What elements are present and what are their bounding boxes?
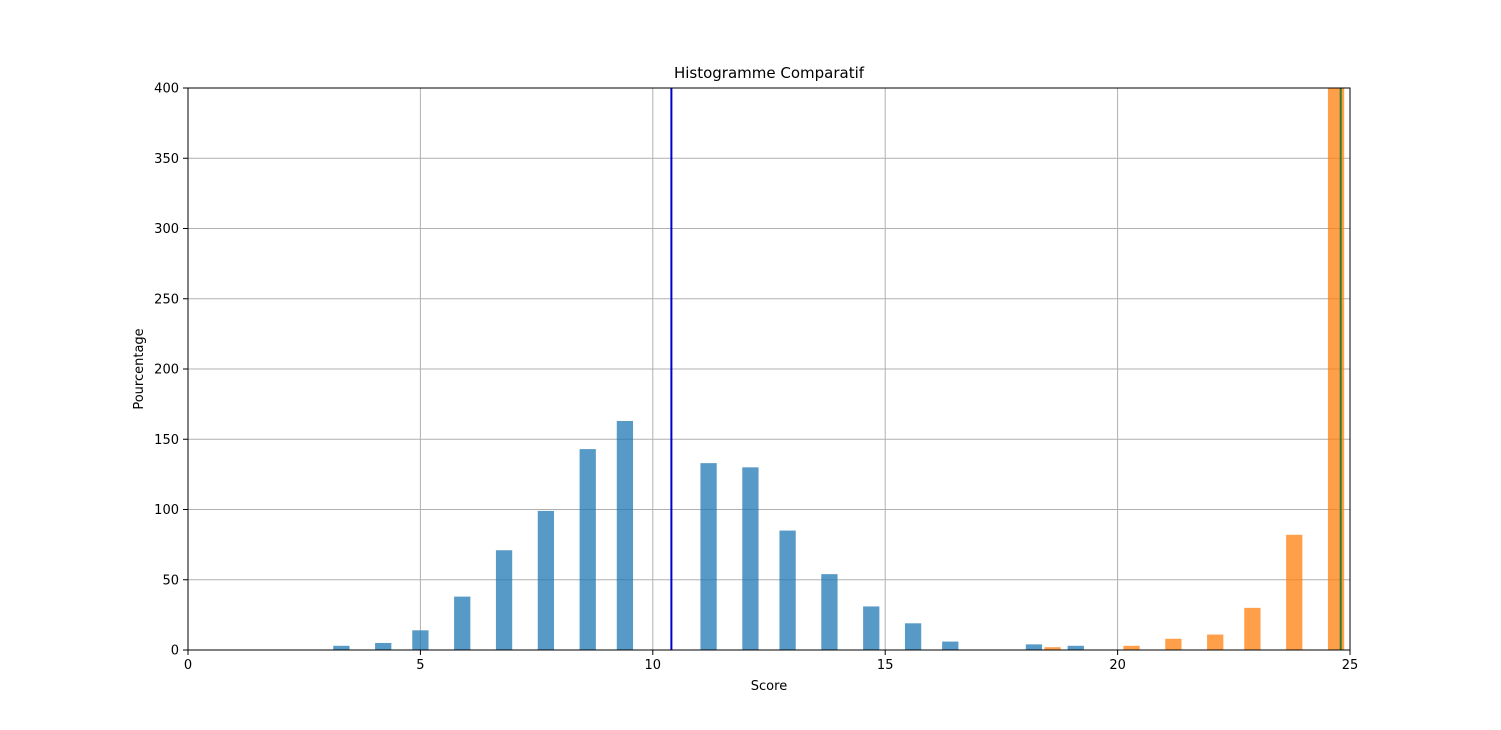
y-tick-label: 300 <box>154 222 179 237</box>
y-tick-label: 250 <box>154 292 179 307</box>
bar-series-2 <box>1327 88 1345 650</box>
bar-series-1 <box>863 606 880 650</box>
vertical-lines <box>670 88 1342 650</box>
grid-lines <box>188 88 1350 650</box>
bar-series-1 <box>616 420 634 650</box>
bar-series-1 <box>333 645 350 650</box>
y-axis-title: Pourcentage <box>132 328 147 409</box>
y-tick-label: 400 <box>154 82 179 97</box>
bar-series-1 <box>412 630 429 650</box>
x-axis-ticks: 0 5 10 15 20 25 <box>184 650 1358 673</box>
bar-series-1 <box>742 467 759 650</box>
y-tick-label: 50 <box>162 573 179 588</box>
bar-series-1 <box>779 530 796 650</box>
bar-series-2 <box>1207 634 1224 650</box>
chart-title: Histogramme Comparatif <box>674 64 865 82</box>
bar-series-1 <box>904 623 922 650</box>
bars <box>333 88 1345 650</box>
bar-series-1 <box>942 641 959 650</box>
y-tick-label: 150 <box>154 433 179 448</box>
bar-series-1 <box>454 596 471 650</box>
x-tick-label: 20 <box>1109 658 1126 673</box>
bar-series-2 <box>1044 647 1061 650</box>
x-tick-label: 25 <box>1342 658 1359 673</box>
bar-series-1 <box>375 642 392 650</box>
bar-series-2 <box>1165 638 1182 650</box>
bar-series-1 <box>821 574 838 650</box>
x-tick-label: 0 <box>184 658 192 673</box>
y-tick-label: 350 <box>154 152 179 167</box>
x-tick-label: 5 <box>416 658 424 673</box>
bar-series-2 <box>1244 607 1261 650</box>
bar-series-1 <box>700 463 717 650</box>
y-tick-label: 200 <box>154 363 179 378</box>
y-tick-label: 0 <box>171 644 179 659</box>
x-tick-label: 15 <box>877 658 894 673</box>
x-tick-label: 10 <box>645 658 662 673</box>
bar-series-1 <box>1025 644 1043 650</box>
y-axis-ticks: 0 50 100 150 200 250 300 350 400 <box>154 82 188 659</box>
bar-series-2 <box>1286 534 1303 650</box>
bar-series-2 <box>1123 645 1140 650</box>
y-tick-label: 100 <box>154 503 179 518</box>
bar-series-1 <box>495 550 513 650</box>
x-axis-title: Score <box>751 679 787 694</box>
bar-series-1 <box>579 449 596 650</box>
bar-series-1 <box>537 510 555 650</box>
bar-series-1 <box>1067 645 1084 650</box>
